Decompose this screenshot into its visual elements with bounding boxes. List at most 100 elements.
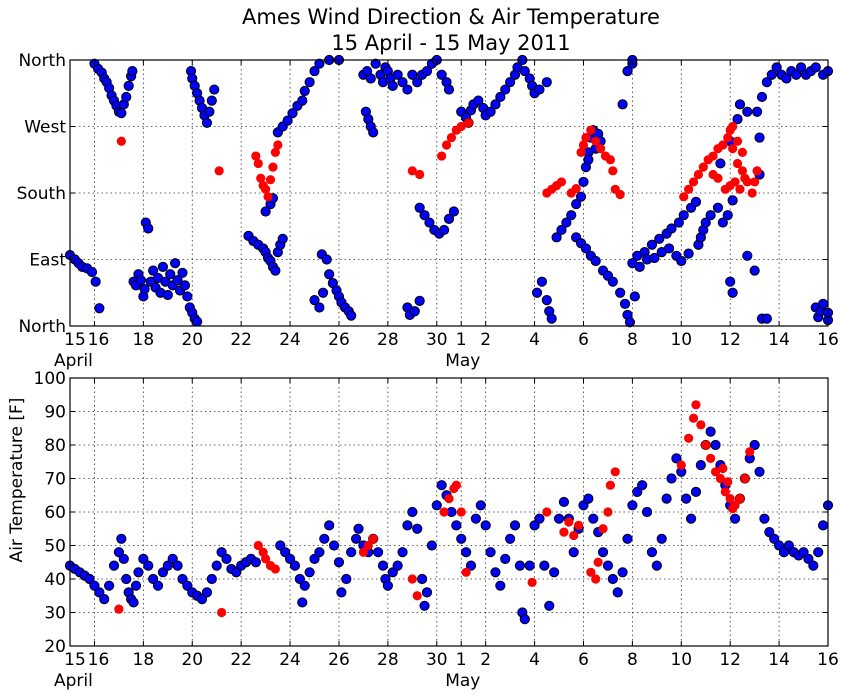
data-point: [392, 560, 403, 571]
data-point: [157, 261, 169, 272]
highlight-point: [688, 177, 699, 187]
data-point: [541, 295, 552, 306]
data-point: [685, 513, 697, 524]
highlight-point: [745, 447, 755, 457]
data-point: [754, 132, 765, 143]
data-point: [524, 560, 535, 571]
data-point: [443, 213, 455, 224]
data-point: [317, 287, 329, 298]
x-tick-label: 30: [426, 330, 448, 350]
highlight-point: [581, 132, 591, 143]
data-point: [810, 62, 821, 73]
data-point: [808, 560, 819, 571]
data-point: [221, 553, 232, 565]
highlight-point: [444, 494, 454, 504]
highlight-point: [573, 520, 584, 531]
y-tick-label: North: [18, 317, 66, 337]
x-tick-label: 22: [230, 330, 252, 350]
data-point: [319, 533, 330, 544]
highlight-point: [214, 166, 224, 176]
data-point: [759, 513, 770, 524]
x-tick-label: 6: [578, 650, 589, 670]
data-point: [732, 114, 743, 125]
data-point: [588, 513, 599, 524]
highlight-point: [728, 144, 738, 154]
highlight-point: [720, 184, 730, 194]
data-point: [294, 573, 305, 585]
highlight-point: [256, 173, 266, 183]
data-point: [558, 496, 570, 508]
x-tick-label: 18: [133, 650, 155, 670]
x-tick-label: 22: [230, 650, 252, 670]
highlight-point: [586, 567, 596, 577]
y-tick-label: South: [17, 184, 66, 204]
data-point: [321, 254, 332, 265]
data-point: [480, 520, 491, 531]
data-point: [676, 255, 687, 267]
data-point: [678, 210, 689, 221]
data-point: [148, 573, 159, 585]
highlight-point: [725, 494, 735, 504]
data-point: [727, 287, 738, 298]
data-point: [382, 580, 393, 591]
data-point: [116, 533, 127, 544]
data-point: [749, 439, 760, 451]
data-point: [172, 560, 183, 571]
highlight-point: [720, 487, 730, 497]
data-point: [324, 269, 335, 280]
highlight-point: [412, 591, 422, 601]
chart-title: Ames Wind Direction & Air Temperature: [242, 5, 660, 29]
highlight-point: [456, 121, 466, 132]
highlight-point: [270, 147, 280, 157]
data-point: [485, 106, 496, 117]
data-point: [690, 486, 702, 497]
data-point: [443, 84, 455, 95]
highlight-point: [527, 577, 537, 587]
data-point: [177, 267, 188, 278]
data-point: [622, 65, 633, 77]
data-point: [607, 573, 618, 585]
data-point: [612, 587, 623, 598]
x-tick-label: 24: [279, 330, 301, 350]
data-point: [309, 553, 320, 565]
data-point: [113, 547, 125, 558]
data-point: [539, 560, 550, 571]
data-point: [204, 106, 215, 117]
data-point: [108, 560, 120, 571]
data-point: [475, 500, 486, 511]
data-point: [783, 540, 794, 551]
data-point: [309, 295, 320, 306]
data-point: [143, 560, 154, 571]
data-point: [764, 527, 775, 538]
data-point: [725, 276, 736, 287]
data-point: [397, 77, 408, 88]
data-point: [710, 439, 721, 451]
data-point: [402, 520, 413, 531]
data-point: [536, 276, 548, 287]
data-point: [654, 233, 665, 244]
highlight-point: [559, 527, 569, 537]
highlight-point: [605, 480, 615, 490]
x-tick-label: 16: [817, 650, 839, 670]
data-point: [372, 547, 384, 558]
data-point: [121, 573, 132, 585]
data-point: [341, 573, 352, 585]
data-point: [602, 560, 614, 571]
data-point: [519, 65, 530, 77]
highlight-point: [114, 604, 124, 614]
data-point: [729, 513, 741, 524]
data-point: [287, 108, 298, 119]
highlight-point: [576, 147, 586, 157]
data-point: [490, 99, 501, 110]
data-point: [299, 85, 310, 97]
x-tick-label: 8: [627, 650, 638, 670]
highlight-point: [261, 184, 271, 194]
x-tick-label: 2: [480, 330, 491, 350]
data-point: [651, 560, 662, 571]
highlight-point: [263, 192, 273, 202]
data-point: [421, 587, 433, 598]
data-point: [172, 275, 183, 286]
highlight-point: [696, 420, 706, 430]
highlight-point: [461, 567, 471, 577]
data-point: [622, 533, 633, 544]
